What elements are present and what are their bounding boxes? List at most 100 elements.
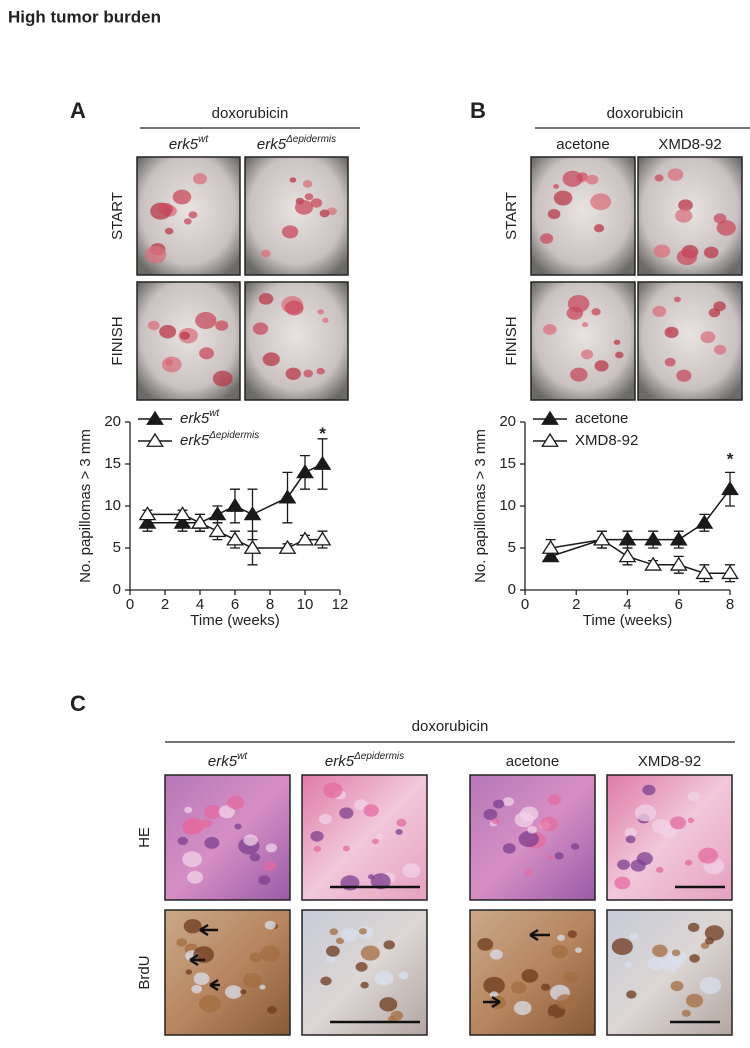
row-label: BrdU xyxy=(136,955,153,989)
photo-detail xyxy=(340,928,358,942)
x-tick-label: 8 xyxy=(266,596,274,613)
data-point xyxy=(669,531,688,546)
photo-detail xyxy=(183,919,202,934)
photo-detail xyxy=(670,980,684,992)
photo-frame xyxy=(606,774,733,901)
data-point xyxy=(695,564,714,580)
row-label: FINISH xyxy=(109,316,126,365)
photo-detail xyxy=(611,938,633,956)
annotation: * xyxy=(319,424,326,443)
photo-frame xyxy=(530,281,636,401)
legend-label-base: erk5 xyxy=(180,432,210,449)
data-point xyxy=(695,514,714,529)
photo-detail xyxy=(704,937,714,945)
photo-frame xyxy=(164,909,291,1036)
photo-detail xyxy=(177,836,188,846)
photo-detail xyxy=(183,817,204,835)
photo-detail xyxy=(574,947,582,953)
photo-detail xyxy=(585,174,599,185)
y-tick-label: 10 xyxy=(499,497,516,514)
figure-title: High tumor burden xyxy=(8,7,161,26)
photo-detail xyxy=(634,804,657,822)
photo-detail xyxy=(193,946,215,963)
photo-detail xyxy=(263,861,277,872)
photo-detail xyxy=(563,971,578,984)
data-point xyxy=(618,531,637,546)
photo-detail xyxy=(557,934,565,941)
y-tick-label: 10 xyxy=(104,497,121,514)
photo-detail xyxy=(667,168,684,181)
photo-frame xyxy=(164,774,291,901)
data-point xyxy=(721,480,739,496)
photo-detail xyxy=(318,813,332,825)
data-point xyxy=(243,506,262,521)
photo-detail xyxy=(493,799,505,809)
legend-marker xyxy=(146,432,164,447)
photo-detail xyxy=(249,952,262,963)
data-point xyxy=(721,564,739,580)
photo-detail xyxy=(567,930,578,938)
photo-detail xyxy=(543,324,557,335)
photo-detail xyxy=(185,969,193,975)
photo-detail xyxy=(546,854,553,860)
photo-detail xyxy=(555,994,575,1010)
treatment-label: doxorubicin xyxy=(412,718,489,735)
y-tick-label: 15 xyxy=(499,455,516,472)
photo-detail xyxy=(483,808,498,820)
photo-detail xyxy=(193,972,210,986)
photo-detail xyxy=(172,189,192,205)
legend-label-sup: Δepidermis xyxy=(208,430,259,441)
photo-detail xyxy=(204,836,220,849)
photo-detail xyxy=(653,244,671,258)
photo-detail xyxy=(267,1006,277,1014)
data-point xyxy=(644,531,663,546)
photo-frame xyxy=(637,156,743,276)
photo-detail xyxy=(363,804,379,817)
photo-detail xyxy=(191,984,203,994)
column-label-base: erk5 xyxy=(257,136,287,153)
photo-detail xyxy=(489,949,503,960)
photo-detail xyxy=(265,843,278,853)
photo xyxy=(136,281,241,401)
legend-marker xyxy=(541,432,559,447)
photo-detail xyxy=(240,989,247,995)
row-label: HE xyxy=(136,827,153,848)
line-chart: 0 5 10 15 20 0 2 4 6 8 No. papillomas > 3 mm Time (… xyxy=(472,410,739,629)
photo-detail xyxy=(703,246,719,259)
data-point xyxy=(138,506,157,521)
photo-detail xyxy=(652,818,671,834)
photo-detail xyxy=(264,920,276,930)
data-point xyxy=(173,506,192,521)
photo-detail xyxy=(187,871,204,884)
y-tick-label: 20 xyxy=(104,413,121,430)
photo-detail xyxy=(636,852,653,866)
photo-detail xyxy=(285,367,302,380)
photo-frame xyxy=(637,281,743,401)
x-tick-label: 2 xyxy=(572,596,580,613)
photo-detail xyxy=(698,847,719,864)
photo xyxy=(301,909,428,1036)
photo-detail xyxy=(281,225,299,239)
photo-detail xyxy=(594,360,609,372)
photo-detail xyxy=(317,309,324,315)
data-point xyxy=(313,531,332,546)
data-point xyxy=(191,514,209,529)
photo-detail xyxy=(294,200,314,215)
photo-detail xyxy=(199,995,221,1013)
photo-detail xyxy=(370,873,391,890)
photo-detail xyxy=(625,835,636,844)
photo-detail xyxy=(319,209,330,218)
treatment-label: doxorubicin xyxy=(212,105,289,122)
photo-detail xyxy=(629,932,639,940)
photo xyxy=(469,909,596,1036)
photo-frame xyxy=(301,909,428,1036)
column-label-sup: Δepidermis xyxy=(353,751,404,762)
photo-detail xyxy=(329,928,339,936)
photo-detail xyxy=(395,828,403,835)
photo-detail xyxy=(624,961,633,968)
photo-detail xyxy=(581,322,589,328)
y-tick-label: 5 xyxy=(508,539,516,556)
photo-detail xyxy=(570,367,588,382)
photo-detail xyxy=(360,981,369,989)
photo-detail xyxy=(371,838,379,845)
